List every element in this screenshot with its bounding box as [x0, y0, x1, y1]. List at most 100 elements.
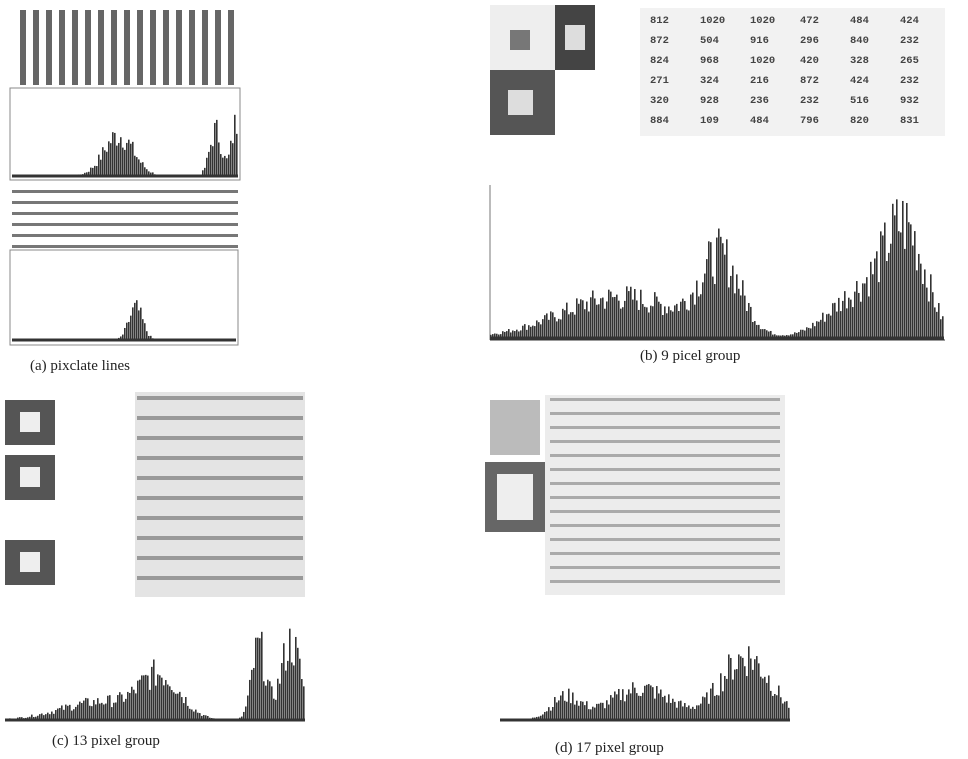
histogram-texture	[234, 114, 236, 176]
table-cell: 296	[800, 35, 819, 47]
histogram-texture	[532, 325, 534, 338]
texture	[137, 10, 143, 85]
histogram-texture	[808, 327, 810, 338]
histogram-texture	[210, 144, 212, 176]
histogram-texture	[550, 710, 552, 720]
histogram-texture	[224, 155, 226, 176]
histogram-texture	[140, 162, 142, 176]
table-cell: 232	[900, 75, 919, 87]
histogram-texture	[718, 695, 720, 720]
histogram-texture	[898, 231, 900, 338]
histogram-texture	[281, 663, 283, 720]
histogram-texture	[153, 659, 155, 720]
histogram-texture	[226, 158, 228, 176]
histogram-texture	[650, 305, 652, 338]
histogram-texture	[792, 334, 794, 338]
histogram-texture	[141, 675, 143, 720]
histogram-texture	[740, 295, 742, 338]
histogram-texture	[698, 705, 700, 720]
histogram-texture	[642, 692, 644, 720]
histogram-texture	[205, 715, 207, 720]
histogram-texture	[574, 314, 576, 338]
histogram-texture	[556, 321, 558, 338]
histogram-texture	[570, 703, 572, 720]
histogram-texture	[126, 142, 128, 176]
histogram-texture	[894, 215, 896, 338]
histogram-texture	[540, 324, 542, 338]
histogram-texture	[230, 140, 232, 176]
histogram-texture	[768, 331, 770, 338]
histogram-texture	[273, 698, 275, 720]
texture	[137, 436, 303, 440]
histogram-texture	[668, 694, 670, 720]
histogram-texture	[500, 334, 502, 338]
histogram-texture	[179, 691, 181, 720]
histogram-texture	[818, 321, 820, 338]
histogram-texture	[602, 297, 604, 338]
histogram-texture	[580, 701, 582, 720]
histogram-texture	[684, 703, 686, 720]
histogram-texture	[736, 274, 738, 338]
histogram-texture	[65, 704, 67, 720]
histogram-texture	[47, 712, 49, 720]
histogram-texture	[241, 716, 243, 720]
histogram-texture	[124, 327, 126, 340]
histogram-texture	[574, 704, 576, 720]
histogram-texture	[55, 710, 57, 720]
histogram-texture	[212, 146, 214, 176]
histogram-texture	[271, 686, 273, 720]
histogram-texture	[816, 321, 818, 338]
histogram-texture	[253, 667, 255, 720]
histogram-texture	[540, 715, 542, 720]
histogram-texture	[638, 309, 640, 338]
histogram-texture	[742, 657, 744, 720]
histogram-texture	[142, 319, 144, 340]
histogram-texture	[594, 707, 596, 720]
histogram-texture	[788, 707, 790, 720]
histogram-texture	[670, 310, 672, 338]
histogram-texture	[181, 697, 183, 720]
texture	[59, 10, 65, 85]
histogram-texture	[135, 693, 137, 720]
histogram-texture	[556, 702, 558, 720]
texture	[228, 10, 234, 85]
texture	[111, 10, 117, 85]
histogram-texture	[538, 322, 540, 338]
histogram-texture	[912, 245, 914, 338]
histogram-texture	[289, 628, 291, 720]
histogram-texture	[940, 319, 942, 338]
histogram-texture	[105, 703, 107, 720]
histogram-texture	[510, 332, 512, 338]
histogram-texture	[146, 169, 148, 176]
histogram-texture	[710, 688, 712, 720]
histogram-texture	[106, 151, 108, 176]
histogram-texture	[714, 284, 716, 338]
histogram-texture	[668, 306, 670, 338]
histogram-texture	[638, 695, 640, 720]
texture	[12, 245, 238, 248]
histogram-texture	[148, 335, 150, 340]
histogram-texture	[704, 273, 706, 338]
histogram-texture	[662, 696, 664, 720]
histogram-texture	[578, 303, 580, 338]
texture	[85, 10, 91, 85]
histogram-texture	[151, 666, 153, 720]
histogram-texture	[686, 309, 688, 338]
histogram-texture	[706, 692, 708, 720]
histogram-texture	[726, 239, 728, 338]
pixel-pattern-b	[490, 5, 595, 135]
panel-a-frame	[9, 87, 241, 181]
histogram-texture	[822, 312, 824, 338]
histogram-texture	[750, 658, 752, 720]
texture	[137, 556, 303, 560]
histogram-texture	[93, 700, 95, 720]
histogram-texture	[136, 157, 138, 176]
histogram-texture	[932, 292, 934, 338]
histogram-texture	[265, 685, 267, 720]
histogram-texture	[29, 716, 31, 720]
histogram-texture	[622, 307, 624, 338]
texture	[550, 510, 780, 513]
histogram-texture	[664, 306, 666, 338]
histogram-texture	[202, 170, 204, 176]
histogram-texture	[185, 697, 187, 720]
